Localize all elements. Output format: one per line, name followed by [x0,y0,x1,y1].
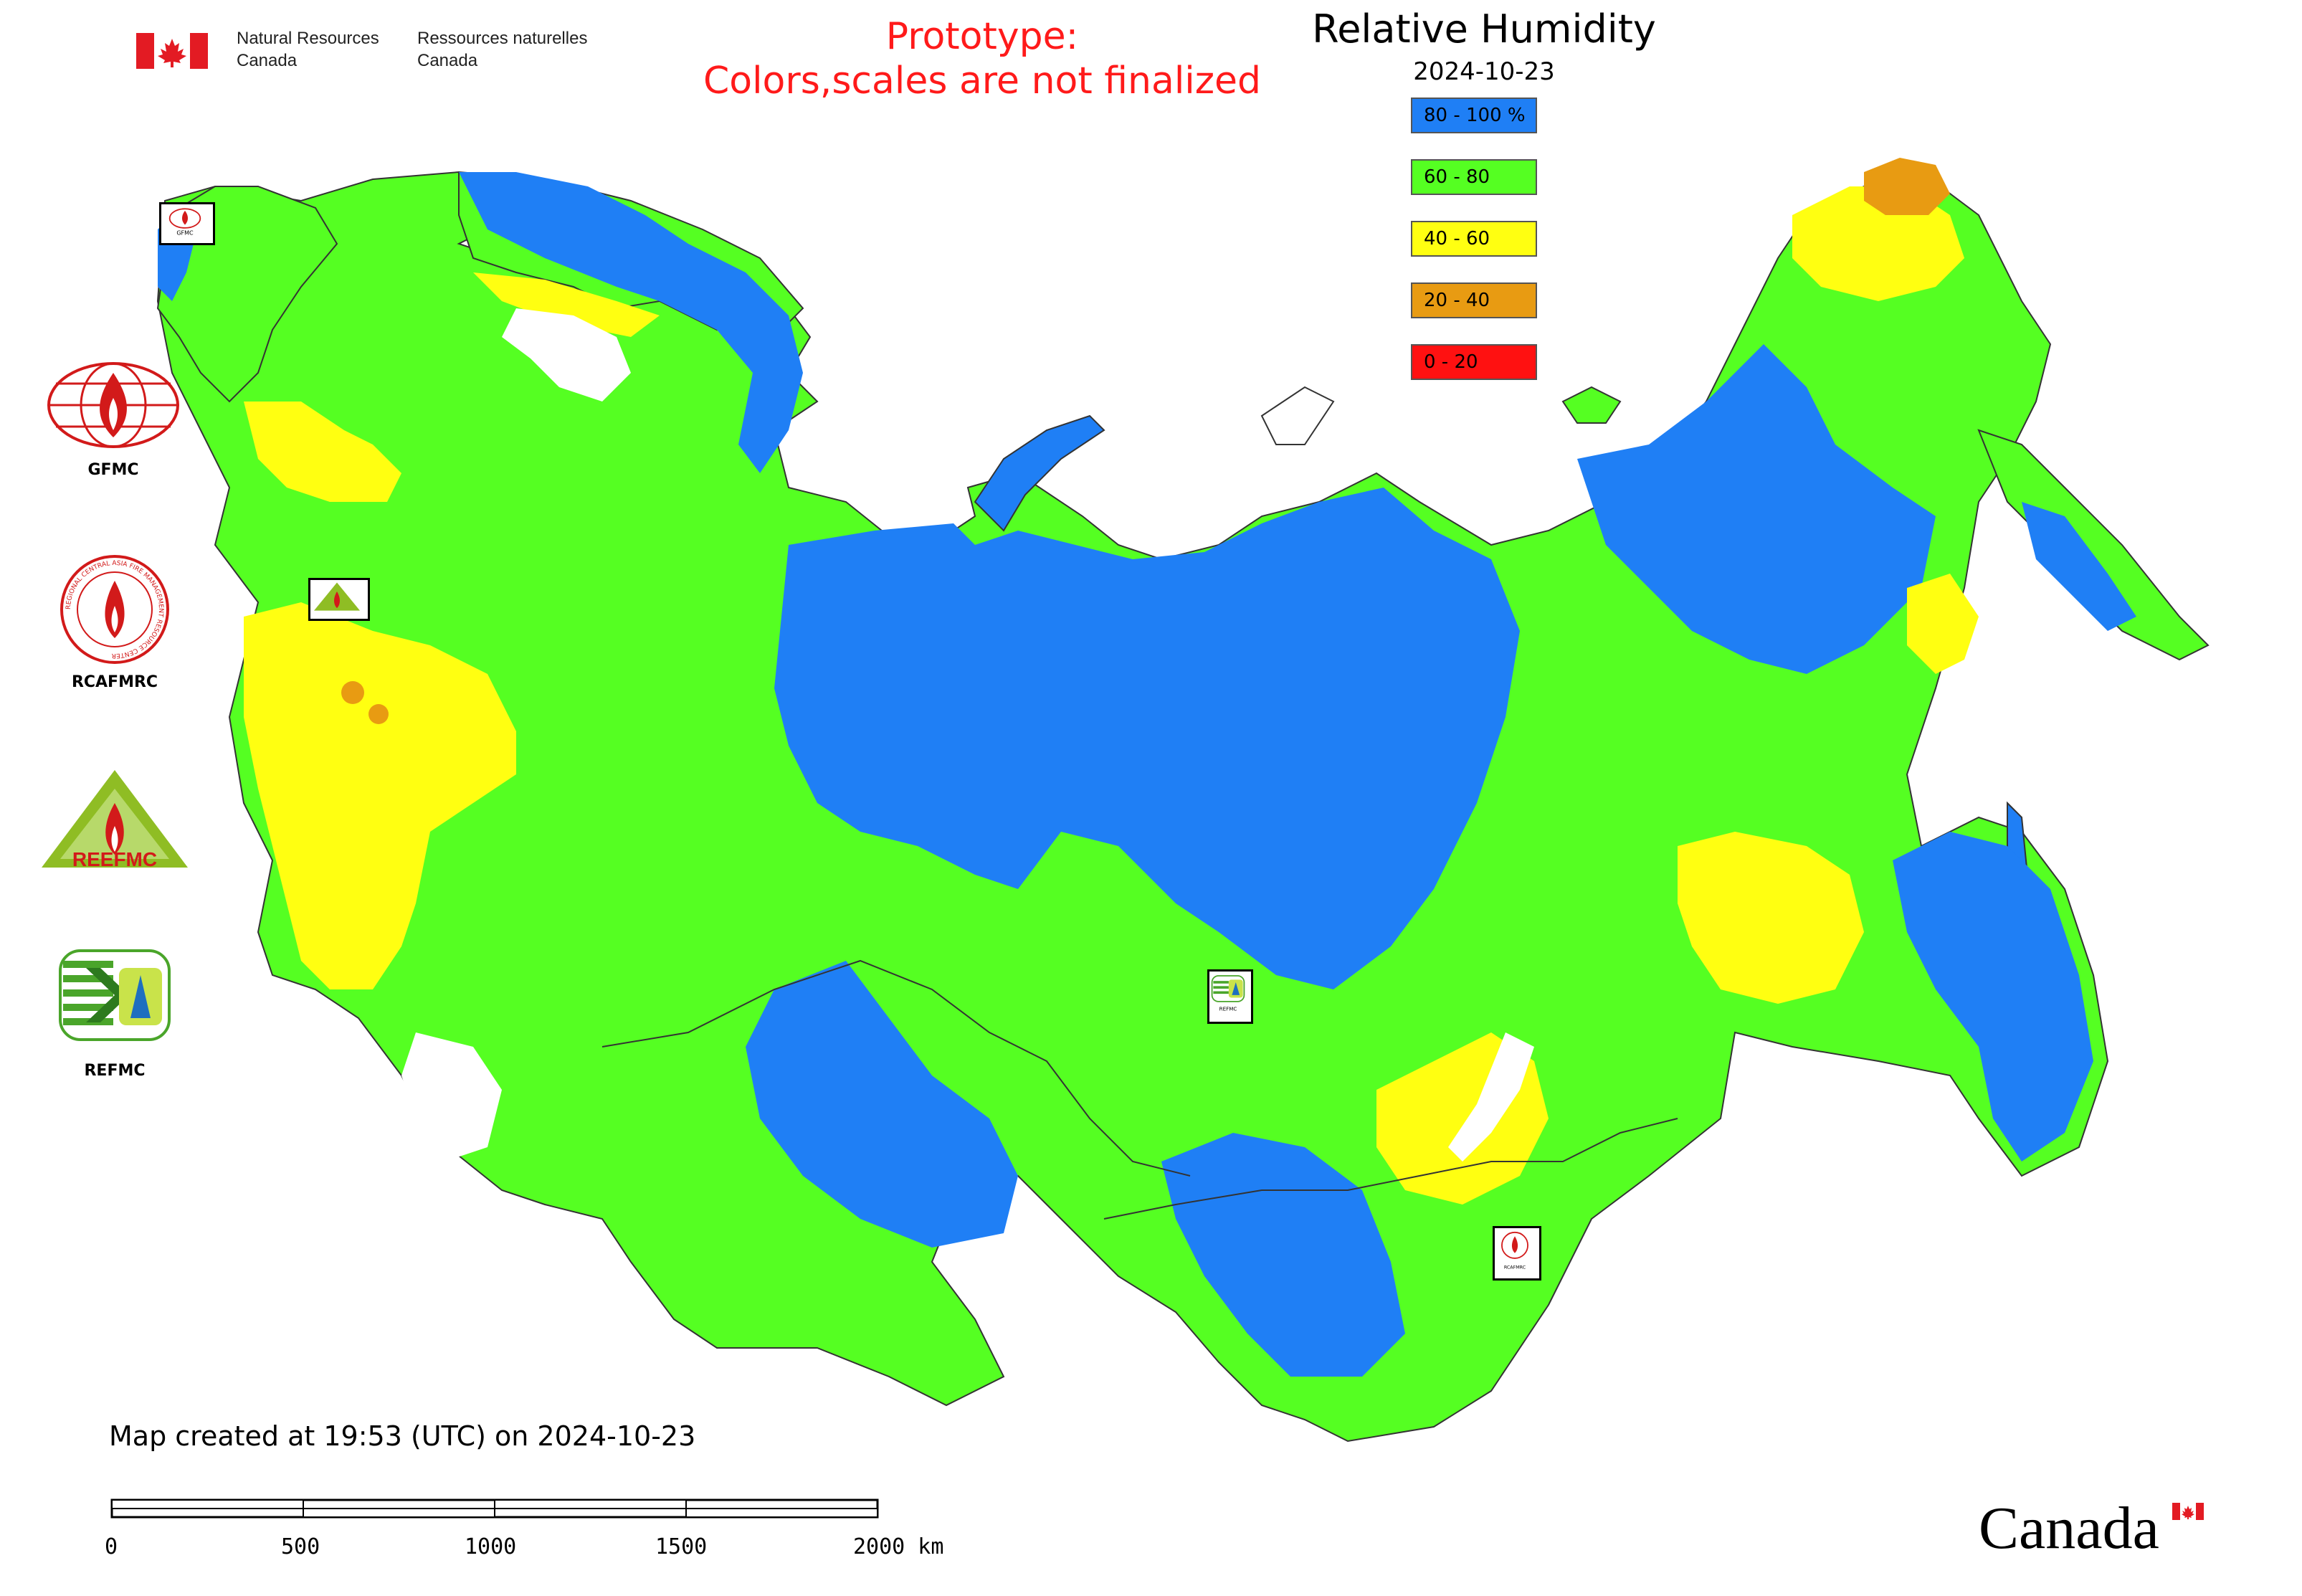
reefmc-wordmark: REEFMC [72,848,157,870]
reefmc-triangle-icon: REEFMC [42,770,188,870]
org-en-line2: Canada [237,51,298,70]
scale-label-1500: 1500 [655,1534,708,1559]
lake-baikal [1448,1032,1534,1162]
scale-bar-graphic [110,1498,879,1519]
reefmc-logo: REEFMC [36,767,194,882]
gfmc-map-marker: GFMC [159,202,215,245]
legend-item-60-80: 60 - 80 [1411,159,1537,195]
rcafmrc-seal-icon: REGIONAL CENTRAL ASIA FIRE MANAGEMENT RE… [60,555,169,664]
rh-40-60-eastern-europe [244,602,516,989]
rh-40-60-baltic [244,402,401,502]
refmc-label: REFMC [84,1062,146,1080]
gfmc-label: GFMC [87,461,139,479]
land-chukotka-island [1561,386,1622,424]
canada-wordmark-text: Canada [1979,1495,2159,1562]
map-title: Relative Humidity [1312,6,1656,52]
rh-20-40-belarus-spot-2 [368,704,389,724]
prototype-line1: Prototype: [885,15,1079,58]
map-date: 2024-10-23 [1413,57,1555,86]
gfmc-marker-text: GFMC [176,230,194,237]
legend-item-40-60: 40 - 60 [1411,221,1537,257]
gfmc-marker-icon: GFMC [168,208,201,237]
rh-80-100-kamchatka-interior [2022,502,2136,631]
scale-label-1000: 1000 [465,1534,517,1559]
refmc-marker-icon: REFMC [1211,975,1245,1012]
rh-40-60-amur [1678,832,1864,1004]
scale-label-500: 500 [281,1534,320,1559]
rcafmrc-logo: REGIONAL CENTRAL ASIA FIRE MANAGEMENT RE… [57,552,172,695]
rh-80-100-south-central [746,961,1018,1248]
org-fr-line2: Canada [417,51,478,70]
scale-label-2000: 2000 km [853,1534,944,1559]
white-sea [502,308,631,402]
org-en-line1: Natural Resources [237,29,379,48]
canada-flag-icon [136,33,208,69]
reefmc-map-marker [308,578,370,621]
land-taymyr-islands [1260,386,1335,445]
scale-bar: 0 500 1000 1500 2000 km [105,1497,969,1569]
rcafmrc-marker-icon: RCAFMRC [1501,1231,1528,1270]
land-kamchatka [1977,429,2210,661]
rcafmrc-map-marker: RCAFMRC [1493,1226,1541,1281]
rh-20-40-chukotka [1864,158,1950,215]
scale-label-0: 0 [105,1534,118,1559]
refmc-marker-text: REFMC [1219,1005,1237,1012]
rh-20-40-belarus-spot-1 [341,681,364,704]
border-kazakhstan [601,959,1191,1177]
rh-80-100-north-coast [459,172,803,473]
gfmc-globe-icon [47,362,179,448]
rh-80-100-central-siberia [774,488,1520,989]
rh-40-60-okhotsk-coast [1907,574,1979,674]
canada-wordmark: Canada [1979,1493,2222,1564]
org-name-fr: Ressources naturelles Canada [417,27,587,72]
gfmc-logo: GFMC [42,358,185,480]
nrcan-signature: Natural Resources Canada Ressources natur… [136,27,609,77]
prototype-line2: Colors,scales are not finalized [703,60,1262,103]
legend-item-20-40: 20 - 40 [1411,282,1537,318]
canada-wordmark-flag-icon [2172,1503,2204,1520]
refmc-sigma-icon [59,949,171,1041]
rh-80-100-mongolia-border [1161,1133,1405,1377]
rh-40-60-karelia [473,272,660,337]
legend-item-0-20: 0 - 20 [1411,344,1537,380]
rcafmrc-marker-text: RCAFMRC [1504,1265,1526,1270]
rh-80-100-yakutia-north [1577,344,1936,674]
rh-80-100-far-east-coast [1893,832,2093,1162]
refmc-map-marker: REFMC [1207,969,1253,1024]
org-fr-line1: Ressources naturelles [417,29,588,48]
map-created-note: Map created at 19:53 (UTC) on 2024-10-23 [109,1420,696,1452]
reefmc-marker-icon [314,582,360,611]
refmc-logo: REFMC [57,946,172,1090]
land-novaya-zemlya [974,414,1105,532]
rcafmrc-label: RCAFMRC [71,673,158,691]
org-name-en: Natural Resources Canada [237,27,379,72]
legend-item-80-100: 80 - 100 % [1411,98,1537,133]
caspian-area [401,1032,502,1162]
border-mongolia [1103,1118,1678,1220]
prototype-notice: Prototype: Colors,scales are not finaliz… [645,14,1319,103]
